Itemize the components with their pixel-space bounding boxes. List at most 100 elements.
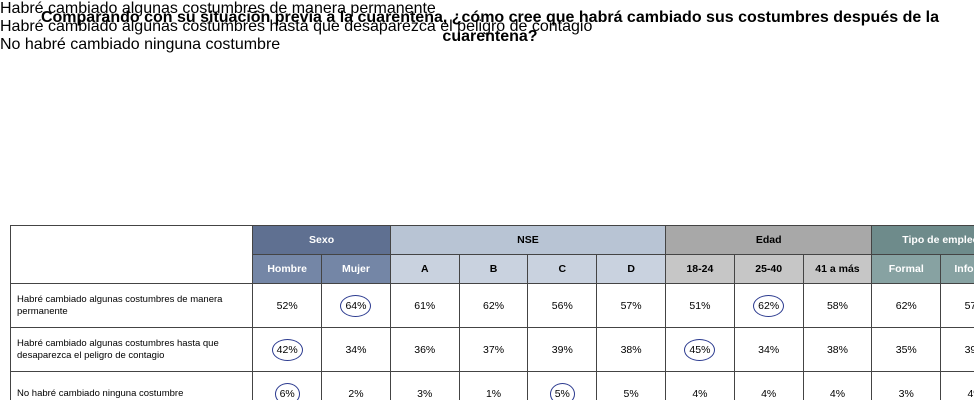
cell: 52% [252,283,323,328]
chart-title: Comparando con su situación previa a la … [40,9,940,45]
value-label: 4% [305,188,327,205]
cell-value: 5% [623,387,639,400]
cell: 38% [802,327,873,372]
cell: 4% [665,371,735,400]
row-label: Habré cambiado algunas costumbres hasta … [10,327,254,372]
column-header: 41 a más [802,254,873,284]
cell-value: 62% [483,299,505,312]
cell-value: 4% [761,387,777,400]
cell-value: 64% [340,294,372,317]
cell: 38% [596,327,667,372]
cell-value: 2% [348,387,364,400]
cell-value: 45% [684,338,716,361]
column-header: A [389,254,460,284]
cell-value: 62% [753,294,785,317]
cell: 62% [871,283,942,328]
group-header: Tipo de empleo [871,225,974,255]
cell-value: 4% [967,387,974,400]
cell-value: 39% [551,343,573,356]
chart: Habré cambiado algunas costumbres de man… [0,0,974,205]
cell-value: 37% [483,343,505,356]
row-label: Habré cambiado algunas costumbres de man… [10,283,254,328]
cell-value: 36% [414,343,436,356]
column-header: Mujer [321,254,391,284]
cell: 1% [458,371,529,400]
cell: 6% [252,371,323,400]
column-header: 25-40 [733,254,804,284]
cell-value: 6% [274,382,300,400]
cell: 39% [527,327,598,372]
cell: 3% [389,371,460,400]
cell: 5% [596,371,667,400]
cell-value: 57% [620,299,642,312]
column-header: Hombre [252,254,323,284]
cell-value: 3% [898,387,914,400]
cell-value: 1% [485,387,502,400]
cell-value: 38% [620,343,642,356]
category-label: No habré cambiado ninguna costumbre [0,36,281,53]
cell: 2% [321,371,391,400]
cell-value: 35% [895,343,917,356]
group-header: NSE [389,225,667,255]
cell: 34% [321,327,391,372]
cell: 64% [321,283,391,328]
cell-value: 61% [414,299,436,312]
cell: 34% [733,327,804,372]
cell: 35% [871,327,942,372]
cell-value: 34% [758,343,780,356]
cell: 5% [527,371,598,400]
table-row: Habré cambiado algunas costumbres de man… [10,283,974,328]
cell-value: 62% [895,299,917,312]
cell-value: 34% [345,343,367,356]
column-header: Formal [871,254,942,284]
cell: 51% [665,283,735,328]
table-row: Habré cambiado algunas costumbres hasta … [10,327,974,372]
cell: 45% [665,327,735,372]
cell: 42% [252,327,323,372]
value-label: 58% [572,79,603,96]
cell: 39% [940,327,974,372]
table-wrap: Sexo NSE Edad Tipo de empleo Hombre Mujer A B C D… [10,225,974,400]
cell: 37% [458,327,529,372]
table-row: No habré cambiado ninguna costumbre 6% 2% 3… [10,371,974,400]
value-label: 38% [471,132,502,149]
cell: 4% [940,371,974,400]
column-header: Informal [940,254,974,284]
cell: 61% [389,283,460,328]
column-header: C [527,254,598,284]
cell: 3% [871,371,942,400]
cell: 62% [733,283,804,328]
cell-value: 38% [826,343,848,356]
cell: 57% [940,283,974,328]
cell: 58% [802,283,873,328]
cell: 4% [733,371,804,400]
cell-value: 58% [826,299,848,312]
corner-cell [10,225,254,284]
cell-value: 4% [829,387,846,400]
column-header: D [596,254,667,284]
cell-value: 42% [271,338,303,361]
cell: 62% [458,283,529,328]
cell-value: 3% [417,387,433,400]
category-label: Habré cambiado algunas costumbres hasta … [0,18,593,35]
group-header: Sexo [252,225,391,255]
group-header: Edad [665,225,873,255]
cell: 36% [389,327,460,372]
cell: 57% [596,283,667,328]
column-header: 18-24 [665,254,735,284]
category-label: Habré cambiado algunas costumbres de man… [0,0,436,17]
cell-value: 52% [276,299,298,312]
cell: 56% [527,283,598,328]
table: Sexo NSE Edad Tipo de empleo Hombre Mujer A B C D… [10,225,974,400]
group-header-row: Sexo NSE Edad Tipo de empleo [10,225,974,284]
cell-value: 56% [551,299,573,312]
cell-value: 57% [964,299,974,312]
cell-value: 4% [692,387,708,400]
cell-value: 39% [964,343,974,356]
row-label: No habré cambiado ninguna costumbre [10,371,254,400]
cell-value: 51% [689,299,711,312]
cell: 4% [802,371,873,400]
cell-value: 5% [549,382,575,400]
column-header: B [458,254,529,284]
